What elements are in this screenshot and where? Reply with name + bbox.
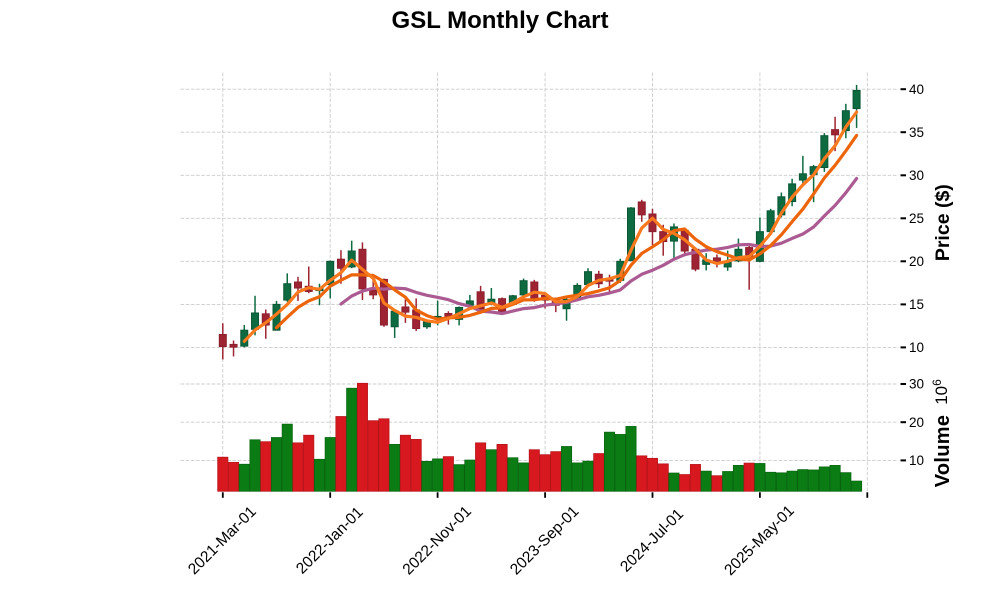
svg-text:35: 35 — [909, 125, 924, 140]
svg-text:30: 30 — [909, 377, 924, 392]
svg-text:25: 25 — [909, 211, 924, 226]
svg-text:15: 15 — [909, 297, 924, 312]
svg-text:20: 20 — [909, 254, 924, 269]
svg-text:Volume: Volume — [932, 415, 954, 488]
svg-text:10: 10 — [909, 453, 924, 468]
svg-text:30: 30 — [909, 168, 924, 183]
svg-text:40: 40 — [909, 82, 924, 97]
svg-text:Price ($): Price ($) — [932, 184, 954, 261]
svg-text:10: 10 — [909, 340, 924, 355]
svg-text:20: 20 — [909, 415, 924, 430]
svg-text:GSL Monthly Chart: GSL Monthly Chart — [392, 7, 609, 34]
